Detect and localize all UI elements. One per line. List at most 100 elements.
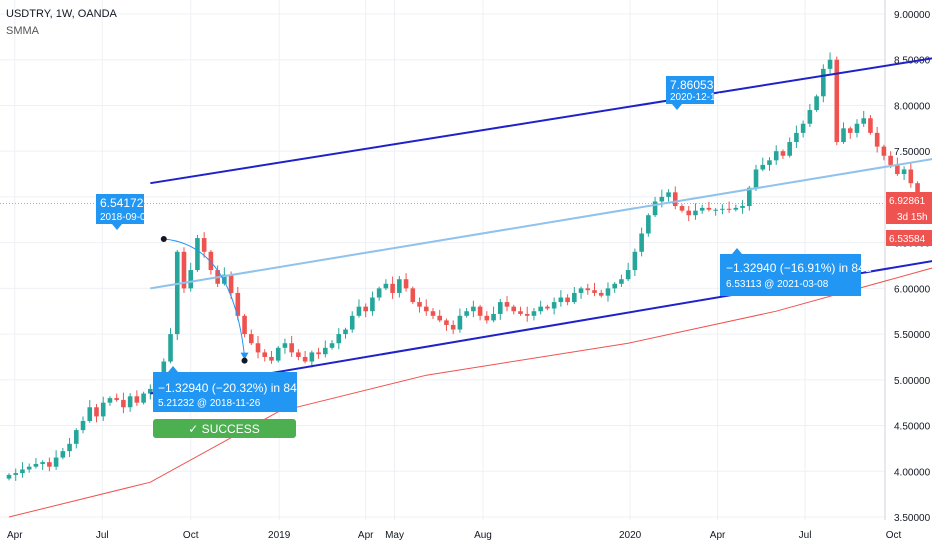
measure-box-2018[interactable]: −1.32940 (−20.32%) in 84d 5.21232 @ 2018… <box>153 366 303 412</box>
candle-body <box>262 352 268 357</box>
candle-body <box>827 59 833 69</box>
candle-body <box>349 315 355 330</box>
candle-body <box>531 311 537 316</box>
indicator-label: SMMA <box>6 25 39 37</box>
measure-box-2021[interactable]: −1.32940 (−16.91%) in 84d 6.53113 @ 2021… <box>720 248 871 296</box>
callout-value: 6.54172 <box>100 196 144 210</box>
regression-channel[interactable] <box>150 5 932 395</box>
y-tick-label: 4.50000 <box>894 422 931 433</box>
candle-body <box>632 251 638 271</box>
candle-body <box>87 407 93 421</box>
success-label: ✓ SUCCESS <box>188 422 259 436</box>
candle-body <box>760 164 766 170</box>
candle-body <box>895 164 900 175</box>
success-badge: ✓ SUCCESS <box>153 419 296 438</box>
candle-body <box>141 393 146 403</box>
y-tick-label: 7.50000 <box>894 147 931 158</box>
candle-body <box>814 96 819 111</box>
channel-upper-line <box>150 57 932 185</box>
symbol-title: USDTRY, 1W, OANDA <box>6 8 117 20</box>
candle-body <box>598 292 604 296</box>
projection-arrows[interactable] <box>160 115 932 364</box>
smma-polyline <box>8 267 932 518</box>
candle-body <box>558 297 564 303</box>
channel-lower-line <box>150 260 932 395</box>
candle-body <box>403 279 409 289</box>
x-tick-label: May <box>385 530 404 541</box>
candle-body <box>585 288 591 291</box>
candle-body <box>666 192 671 197</box>
callout-high-2020[interactable]: 7.86053 2020-12-14 <box>666 76 722 110</box>
candle-body <box>497 302 503 314</box>
candle-body <box>794 132 799 143</box>
y-tick-label: 5.50000 <box>894 330 931 341</box>
candle-body <box>390 283 395 293</box>
candle-body <box>773 151 779 161</box>
candle-body <box>659 196 665 202</box>
candle-body <box>47 462 52 467</box>
candle-body <box>53 457 59 467</box>
price-tag-smma: 6.53584 <box>886 230 932 246</box>
channel-middle-line <box>150 158 932 290</box>
y-tick-label: 9.00000 <box>894 10 931 21</box>
candle-body <box>733 207 739 210</box>
x-tick-label: Aug <box>474 530 492 541</box>
candle-body <box>336 334 342 344</box>
candle-body <box>356 306 362 316</box>
candle-body <box>491 313 496 321</box>
x-tick-label: Apr <box>710 530 726 541</box>
candle-body <box>201 238 207 252</box>
candle-body <box>625 270 631 280</box>
candle-body <box>363 306 368 312</box>
candle-body <box>693 210 698 216</box>
candle-body <box>901 169 907 175</box>
candle-body <box>652 201 658 216</box>
candle-body <box>40 462 45 464</box>
candle-body <box>551 302 557 309</box>
candle-body <box>471 306 476 312</box>
x-tick-label: Jul <box>799 530 812 541</box>
candle-body <box>60 451 66 458</box>
candle-body <box>807 110 813 124</box>
candle-body <box>450 324 456 330</box>
callout-date: 2018-09-03 <box>100 212 152 223</box>
candle-body <box>13 473 19 475</box>
candle-body <box>538 306 543 312</box>
y-tick-label: 3.50000 <box>894 513 931 524</box>
candle-body <box>302 356 308 362</box>
candle-body <box>706 207 712 210</box>
candle-body <box>26 466 32 470</box>
candle-body <box>800 123 806 133</box>
candle-body <box>248 334 254 344</box>
candle-body <box>545 306 550 309</box>
y-tick-label: 5.00000 <box>894 376 931 387</box>
candle-body <box>861 118 867 124</box>
price-tag-last-value: 6.92861 <box>889 196 926 207</box>
candle-body <box>457 315 463 330</box>
candle-body <box>33 463 39 467</box>
projection-curve <box>163 238 246 357</box>
candle-body <box>370 297 375 312</box>
candle-body <box>20 469 25 474</box>
candle-body <box>699 207 705 211</box>
x-tick-label: Oct <box>183 530 199 541</box>
callout-value: 7.86053 <box>670 78 714 92</box>
candle-body <box>444 320 449 325</box>
projection-start-dot <box>160 235 167 242</box>
candle-body <box>269 356 274 361</box>
candle-body <box>430 311 436 316</box>
price-tag-countdown: 3d 15h <box>886 208 932 224</box>
x-tick-label: Oct <box>886 530 902 541</box>
candle-body <box>296 352 301 357</box>
candle-body <box>747 187 752 207</box>
callout-high-2018[interactable]: 6.54172 2018-09-03 <box>96 194 152 230</box>
candle-body <box>592 290 597 293</box>
candle-body <box>148 388 153 394</box>
candle-body <box>888 155 893 165</box>
candle-body <box>195 238 200 271</box>
candle-body <box>881 146 887 156</box>
candle-body <box>235 292 241 316</box>
candle-body <box>619 279 624 284</box>
measure-change: −1.32940 (−20.32%) in 84d <box>158 381 303 395</box>
